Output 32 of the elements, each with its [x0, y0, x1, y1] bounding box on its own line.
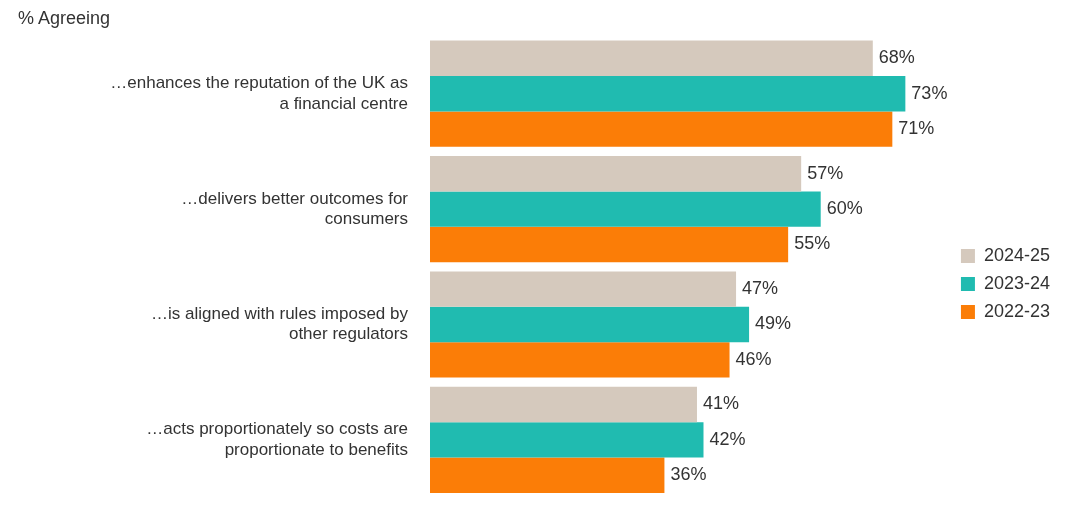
data-label: 55% — [794, 233, 831, 254]
data-label: 71% — [898, 118, 935, 139]
data-label: 41% — [702, 393, 740, 414]
bar — [430, 306, 750, 343]
bar — [430, 156, 802, 192]
bar — [430, 457, 665, 493]
y-tick-label: …enhances the reputation of the UK as a financial centre — [110, 73, 408, 113]
data-label: 73% — [911, 82, 948, 103]
data-label: 57% — [807, 162, 844, 183]
text: % Agreeing — [18, 8, 111, 29]
bar — [430, 342, 730, 378]
data-label: 46% — [735, 348, 772, 369]
bar — [430, 111, 893, 147]
data-label: 68% — [878, 47, 915, 68]
bar — [430, 422, 704, 458]
legend-label: 2024-25 — [983, 244, 1050, 265]
data-label: 47% — [742, 278, 779, 299]
bar — [430, 191, 821, 227]
y-tick-label: …acts proportionately so costs are proportionate to benefits — [146, 419, 408, 459]
y-tick-label: …is aligned with rules imposed by other regulators — [150, 303, 409, 344]
data-label: 36% — [670, 464, 707, 485]
y-tick-label: …delivers better outcomes for consumers — [181, 188, 409, 228]
data-label: 60% — [826, 198, 863, 219]
data-label: 42% — [709, 428, 746, 449]
data-label: 49% — [755, 313, 792, 334]
bar — [430, 226, 789, 263]
bar — [430, 76, 906, 112]
legend-label: 2022-23 — [983, 300, 1050, 321]
bar — [430, 386, 697, 423]
legend-label: 2023-24 — [983, 272, 1050, 293]
bar — [430, 271, 737, 307]
bar — [430, 40, 873, 77]
